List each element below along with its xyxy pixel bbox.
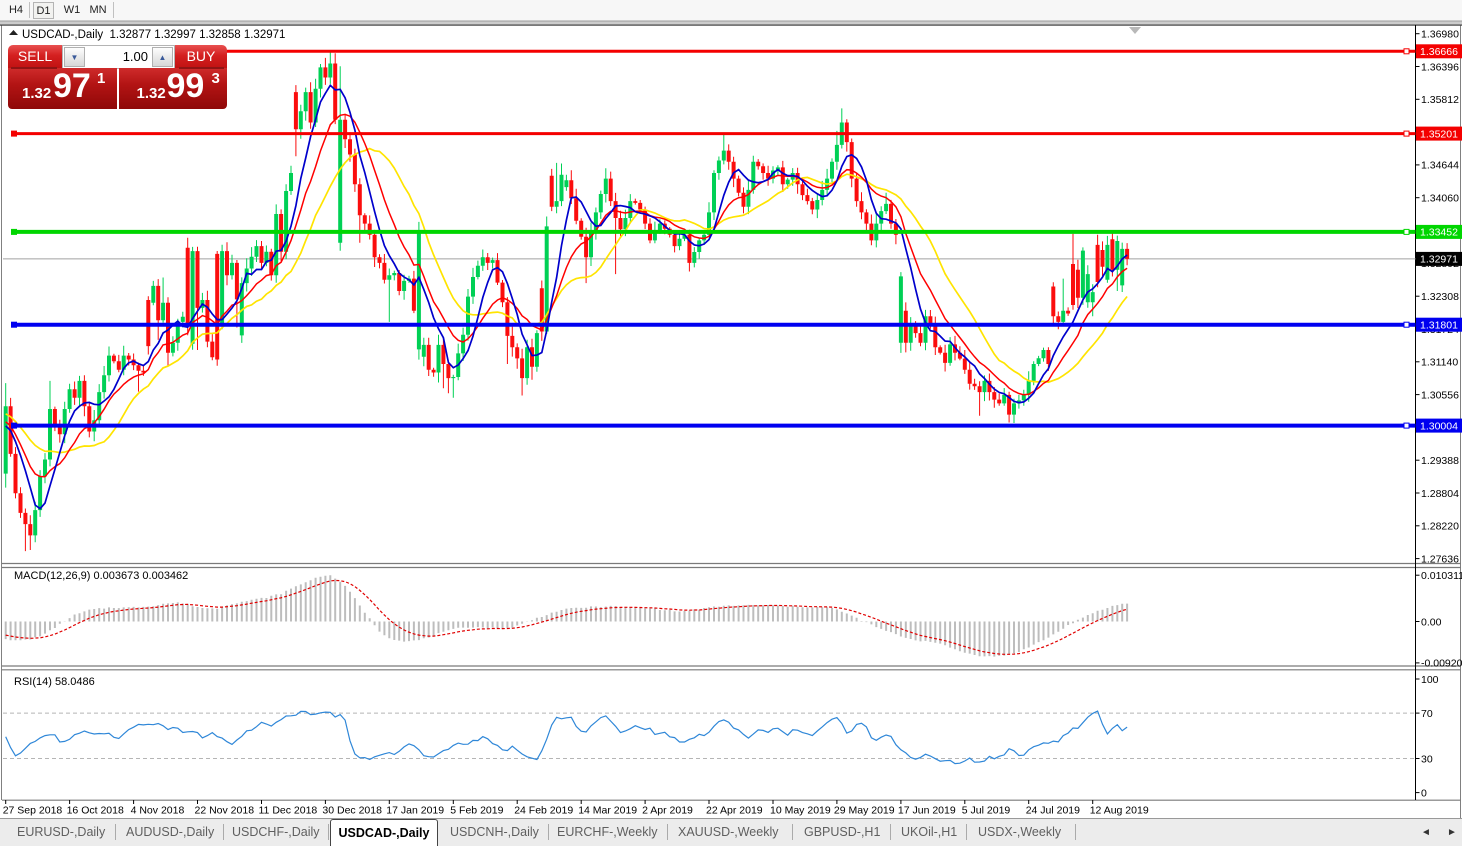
svg-text:2 Apr 2019: 2 Apr 2019 bbox=[642, 805, 693, 817]
svg-text:10 May 2019: 10 May 2019 bbox=[770, 805, 831, 817]
svg-text:22 Nov 2018: 22 Nov 2018 bbox=[195, 805, 255, 817]
svg-text:12 Aug 2019: 12 Aug 2019 bbox=[1090, 805, 1149, 817]
svg-text:11 Dec 2018: 11 Dec 2018 bbox=[259, 805, 318, 817]
svg-text:100: 100 bbox=[1421, 674, 1439, 686]
svg-text:1.34060: 1.34060 bbox=[1421, 193, 1459, 205]
svg-text:29 May 2019: 29 May 2019 bbox=[834, 805, 895, 817]
svg-text:27 Sep 2018: 27 Sep 2018 bbox=[3, 805, 63, 817]
svg-text:1.32308: 1.32308 bbox=[1421, 291, 1459, 303]
svg-text:0: 0 bbox=[1421, 787, 1427, 799]
svg-text:70: 70 bbox=[1421, 708, 1433, 720]
svg-text:1.31801: 1.31801 bbox=[1420, 320, 1458, 332]
svg-text:1.27636: 1.27636 bbox=[1421, 553, 1459, 565]
svg-text:0.00: 0.00 bbox=[1421, 616, 1442, 628]
svg-text:MACD(12,26,9) 0.003673 0.00346: MACD(12,26,9) 0.003673 0.003462 bbox=[14, 570, 188, 582]
svg-text:22 Apr 2019: 22 Apr 2019 bbox=[706, 805, 763, 817]
svg-text:17 Jun 2019: 17 Jun 2019 bbox=[898, 805, 956, 817]
svg-text:1.36980: 1.36980 bbox=[1421, 29, 1459, 41]
svg-text:1.31140: 1.31140 bbox=[1421, 357, 1458, 369]
svg-text:RSI(14) 58.0486: RSI(14) 58.0486 bbox=[14, 676, 95, 688]
svg-text:1.29388: 1.29388 bbox=[1421, 455, 1459, 467]
svg-text:1.30004: 1.30004 bbox=[1420, 420, 1458, 432]
svg-text:24 Jul 2019: 24 Jul 2019 bbox=[1026, 805, 1080, 817]
svg-text:1.35812: 1.35812 bbox=[1421, 94, 1459, 106]
svg-text:24 Feb 2019: 24 Feb 2019 bbox=[514, 805, 573, 817]
svg-text:1.28804: 1.28804 bbox=[1421, 488, 1459, 500]
svg-text:1.35201: 1.35201 bbox=[1420, 128, 1458, 140]
svg-text:1.34644: 1.34644 bbox=[1421, 160, 1459, 172]
svg-text:0.010311: 0.010311 bbox=[1421, 570, 1462, 582]
svg-text:4 Nov 2018: 4 Nov 2018 bbox=[131, 805, 185, 817]
svg-text:14 Mar 2019: 14 Mar 2019 bbox=[578, 805, 637, 817]
svg-text:-0.009203: -0.009203 bbox=[1421, 658, 1462, 670]
svg-text:17 Jan 2019: 17 Jan 2019 bbox=[386, 805, 444, 817]
svg-text:1.32971: 1.32971 bbox=[1420, 254, 1458, 266]
svg-text:16 Oct 2018: 16 Oct 2018 bbox=[67, 805, 124, 817]
svg-text:USDCAD-,Daily 1.32877 1.32997: USDCAD-,Daily 1.32877 1.32997 1.32858 1.… bbox=[22, 29, 285, 41]
svg-text:1.36666: 1.36666 bbox=[1420, 46, 1458, 58]
svg-text:5 Feb 2019: 5 Feb 2019 bbox=[450, 805, 503, 817]
svg-text:1.30556: 1.30556 bbox=[1421, 389, 1459, 401]
svg-text:5 Jul 2019: 5 Jul 2019 bbox=[962, 805, 1011, 817]
svg-text:1.28220: 1.28220 bbox=[1421, 521, 1459, 533]
svg-text:30: 30 bbox=[1421, 753, 1433, 765]
svg-text:30 Dec 2018: 30 Dec 2018 bbox=[322, 805, 382, 817]
svg-text:1.33452: 1.33452 bbox=[1420, 227, 1458, 239]
svg-text:1.36396: 1.36396 bbox=[1421, 61, 1459, 73]
